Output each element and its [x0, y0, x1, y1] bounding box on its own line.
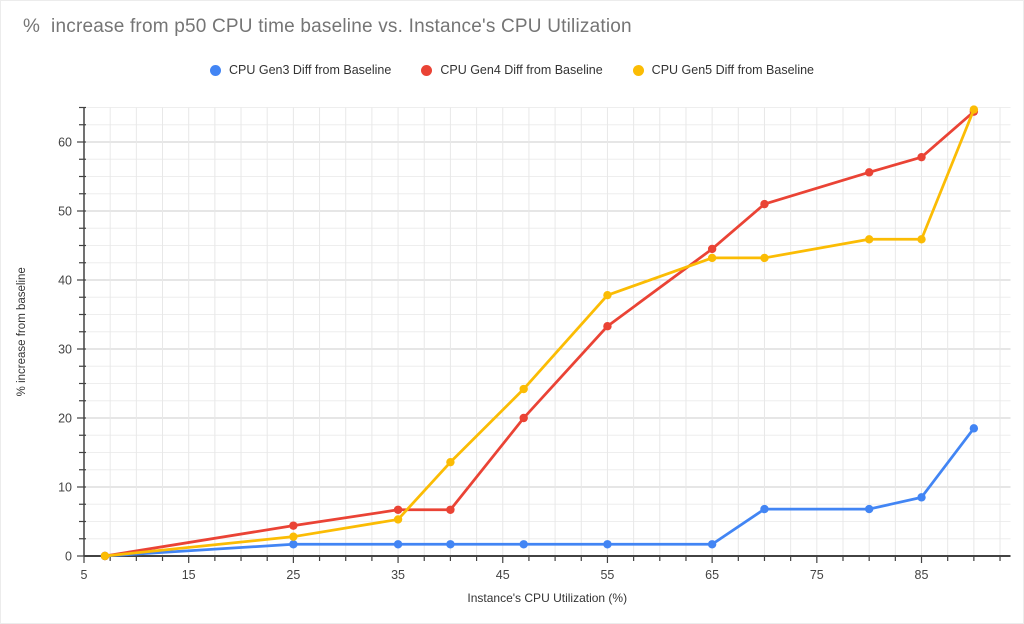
data-point-series-2 [917, 152, 926, 162]
y-tick-label: 50 [58, 205, 72, 219]
data-point-series-2 [864, 168, 874, 177]
data-point-series-3 [603, 290, 612, 300]
series-line-2 [103, 110, 976, 558]
legend-label: CPU Gen4 Diff from Baseline [440, 63, 603, 77]
data-point-series-3 [969, 105, 979, 114]
x-tick-label: 75 [810, 568, 824, 582]
data-point-series-3 [393, 515, 403, 524]
x-axis-title: Instance's CPU Utilization (%) [467, 591, 627, 605]
data-point-series-3 [760, 253, 769, 263]
legend-item-2: CPU Gen4 Diff from Baseline [421, 63, 603, 77]
y-tick-label: 20 [58, 412, 72, 426]
data-point-series-1 [519, 540, 528, 549]
x-tick-label: 55 [600, 568, 614, 582]
y-tick-label: 40 [58, 274, 72, 288]
data-point-series-1 [393, 540, 403, 549]
y-tick-label: 30 [58, 343, 72, 357]
x-tick-label: 85 [915, 568, 929, 582]
chart-title: % increase from p50 CPU time baseline vs… [23, 16, 632, 37]
x-tick-label: 15 [182, 568, 196, 582]
data-point-series-2 [707, 244, 717, 254]
data-point-series-1 [707, 540, 717, 549]
x-tick-label: 65 [705, 568, 719, 582]
y-axis-title: % increase from baseline [16, 267, 28, 396]
legend-swatch-icon [632, 64, 644, 76]
data-point-series-2 [760, 199, 769, 209]
data-point-series-2 [603, 322, 612, 331]
data-point-series-1 [446, 540, 455, 549]
data-point-series-1 [864, 504, 874, 514]
y-tick-label: 0 [65, 550, 72, 564]
data-point-series-3 [864, 235, 874, 244]
data-point-series-2 [289, 521, 298, 530]
data-point-series-1 [603, 540, 612, 549]
data-point-series-2 [446, 505, 455, 514]
data-point-series-1 [760, 504, 769, 514]
legend-swatch-icon [421, 64, 433, 76]
legend-item-1: CPU Gen3 Diff from Baseline [209, 63, 392, 77]
data-point-series-3 [289, 532, 298, 541]
legend-label: CPU Gen3 Diff from Baseline [228, 63, 392, 77]
data-point-series-2 [393, 505, 403, 514]
x-tick-label: 25 [286, 568, 300, 582]
x-tick-label: 5 [81, 568, 88, 582]
legend-item-3: CPU Gen5 Diff from Baseline [632, 63, 815, 77]
data-point-series-3 [100, 551, 110, 561]
legend-label: CPU Gen5 Diff from Baseline [651, 63, 815, 77]
y-tick-label: 10 [58, 481, 72, 495]
data-point-series-2 [519, 413, 528, 423]
data-point-series-3 [707, 253, 717, 263]
data-point-series-3 [519, 384, 528, 394]
data-point-series-1 [289, 540, 298, 549]
data-point-series-1 [969, 424, 979, 433]
legend-swatch-icon [209, 64, 221, 76]
data-point-series-1 [917, 493, 926, 502]
x-tick-label: 45 [496, 568, 510, 582]
data-point-series-3 [446, 457, 455, 467]
chart-legend: CPU Gen3 Diff from Baseline CPU Gen4 Diff… [0, 63, 1024, 77]
series-line-1 [103, 426, 976, 558]
y-tick-label: 60 [58, 136, 72, 150]
data-point-series-3 [917, 235, 926, 244]
x-tick-label: 35 [391, 568, 405, 582]
